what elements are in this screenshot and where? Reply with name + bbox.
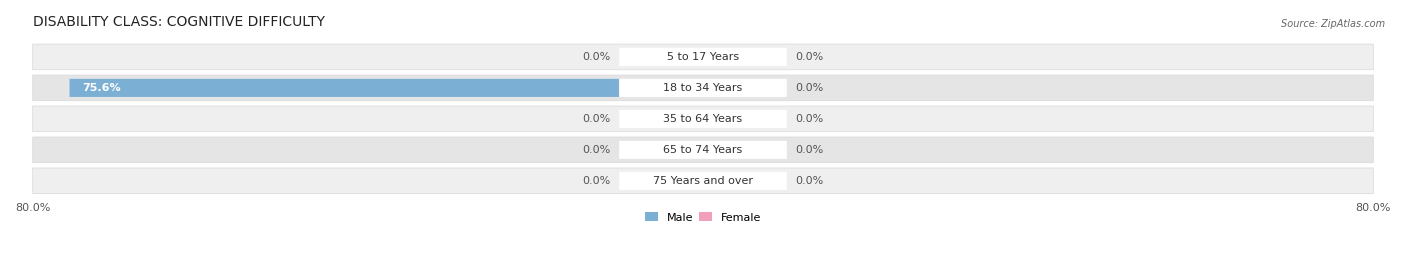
Text: 0.0%: 0.0% [796,83,824,93]
Text: 0.0%: 0.0% [796,176,824,186]
Text: 35 to 64 Years: 35 to 64 Years [664,114,742,124]
Text: 0.0%: 0.0% [582,52,610,62]
Text: 75 Years and over: 75 Years and over [652,176,754,186]
FancyBboxPatch shape [32,44,1374,70]
FancyBboxPatch shape [32,106,1374,132]
FancyBboxPatch shape [619,172,787,190]
Text: 0.0%: 0.0% [796,52,824,62]
Text: 65 to 74 Years: 65 to 74 Years [664,145,742,155]
FancyBboxPatch shape [32,75,1374,101]
Legend: Male, Female: Male, Female [640,208,766,227]
FancyBboxPatch shape [32,168,1374,194]
FancyBboxPatch shape [619,48,787,66]
Text: 5 to 17 Years: 5 to 17 Years [666,52,740,62]
FancyBboxPatch shape [32,137,1374,163]
Text: DISABILITY CLASS: COGNITIVE DIFFICULTY: DISABILITY CLASS: COGNITIVE DIFFICULTY [32,15,325,29]
Text: Source: ZipAtlas.com: Source: ZipAtlas.com [1281,19,1385,29]
Text: 0.0%: 0.0% [796,114,824,124]
Text: 0.0%: 0.0% [582,145,610,155]
Text: 18 to 34 Years: 18 to 34 Years [664,83,742,93]
FancyBboxPatch shape [619,141,787,159]
Text: 75.6%: 75.6% [82,83,121,93]
Text: 0.0%: 0.0% [796,145,824,155]
Text: 0.0%: 0.0% [582,114,610,124]
FancyBboxPatch shape [619,110,787,128]
FancyBboxPatch shape [69,79,619,97]
FancyBboxPatch shape [619,79,787,97]
Text: 0.0%: 0.0% [582,176,610,186]
